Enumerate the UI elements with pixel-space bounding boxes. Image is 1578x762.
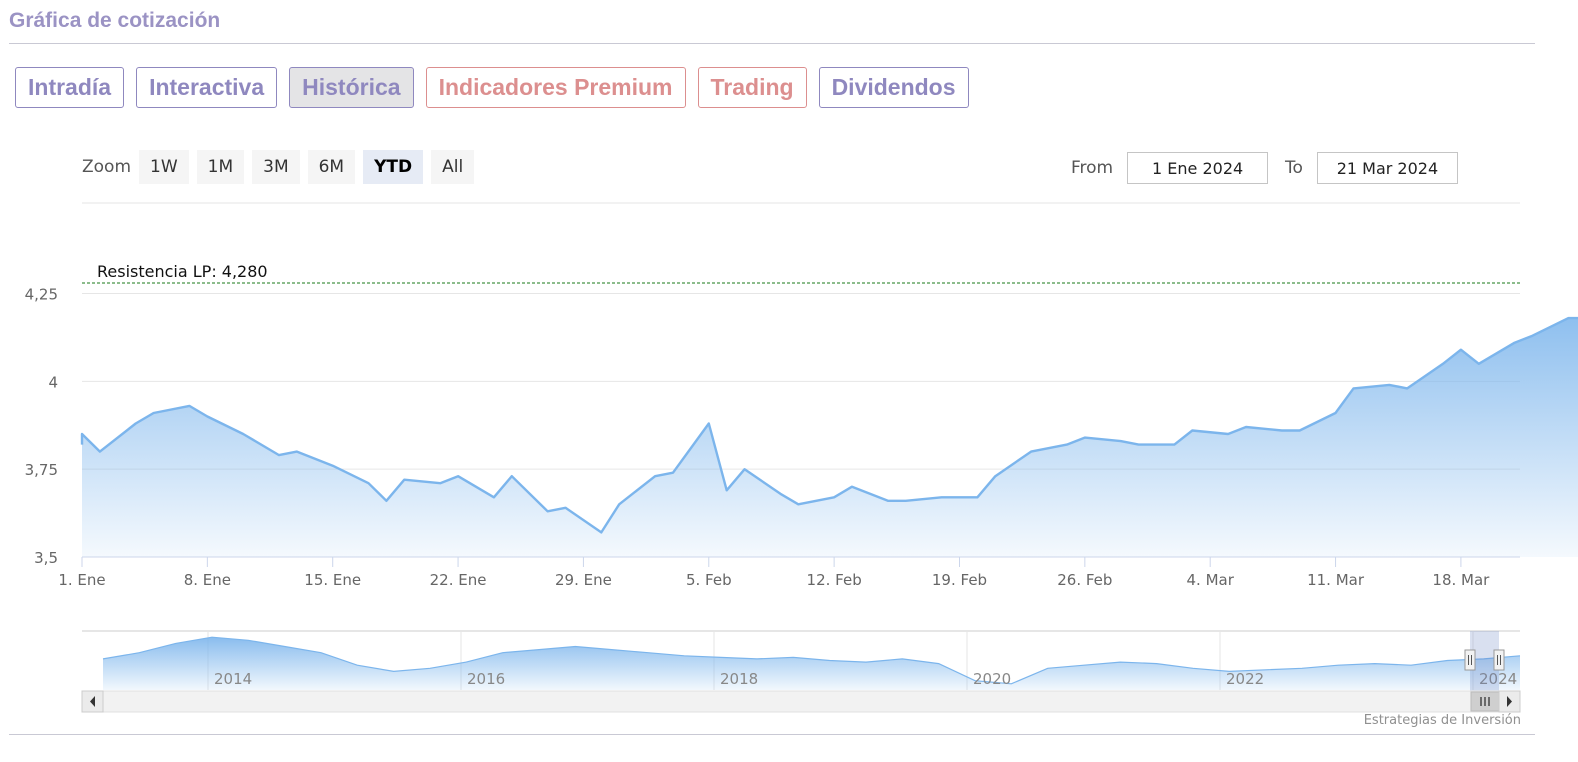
page-title: Gráfica de cotización xyxy=(9,9,221,32)
tab-trading[interactable]: Trading xyxy=(697,67,807,108)
footer-divider xyxy=(9,734,1535,735)
y-tick-label: 4 xyxy=(48,373,58,391)
navigator-selection xyxy=(1470,631,1499,691)
x-tick-label: 29. Ene xyxy=(555,571,612,589)
x-tick-label: 12. Feb xyxy=(807,571,862,589)
x-tick-label: 15. Ene xyxy=(304,571,361,589)
scrollbar-track xyxy=(81,690,1521,713)
chart-tabs: Intradía Interactiva Histórica Indicadores … xyxy=(15,67,969,108)
series-line xyxy=(80,316,1578,534)
range-to-label: To xyxy=(1285,158,1303,178)
navigator-year-label: 2016 xyxy=(467,670,505,688)
range-to: To xyxy=(1285,152,1458,184)
range-from-label: From xyxy=(1071,158,1114,178)
range-from: From xyxy=(1071,152,1269,184)
navigator-line xyxy=(102,636,1521,685)
x-tick-label: 22. Ene xyxy=(430,571,487,589)
tab-dividendos[interactable]: Dividendos xyxy=(818,67,969,108)
tab-indicadores-premium[interactable]: Indicadores Premium xyxy=(425,67,686,108)
zoom-label: Zoom xyxy=(82,157,132,177)
x-tick-label: 1. Ene xyxy=(58,571,105,589)
resistance-label: Resistencia LP: 4,280 xyxy=(97,262,268,281)
zoom-6m-button[interactable]: 6M xyxy=(307,150,356,184)
x-tick-label: 26. Feb xyxy=(1057,571,1112,589)
range-from-input[interactable] xyxy=(1127,152,1269,184)
zoom-1w-button[interactable]: 1W xyxy=(139,150,189,184)
series-area xyxy=(82,318,1578,557)
chevron-left-icon xyxy=(90,696,95,707)
navigator-year-label: 2022 xyxy=(1226,670,1264,688)
x-tick-label: 11. Mar xyxy=(1307,571,1365,589)
title-divider xyxy=(9,43,1535,44)
navigator-year-label: 2020 xyxy=(973,670,1011,688)
scrollbar-right-button xyxy=(1498,690,1521,713)
tab-histórica[interactable]: Histórica xyxy=(289,67,414,108)
tab-intradía[interactable]: Intradía xyxy=(15,67,125,108)
navigator-year-label: 2024 xyxy=(1479,670,1517,688)
y-tick-label: 4,25 xyxy=(25,286,58,304)
scrollbar-thumb xyxy=(1470,691,1500,712)
navigator-area xyxy=(103,637,1520,690)
credit-link[interactable]: Estrategias de Inversión xyxy=(1363,713,1521,728)
scrollbar-left-button xyxy=(81,690,104,713)
y-tick-label: 3,75 xyxy=(25,461,58,479)
x-tick-label: 5. Feb xyxy=(686,571,732,589)
zoom-1m-button[interactable]: 1M xyxy=(196,150,245,184)
navigator-handle xyxy=(1464,649,1476,671)
x-tick-label: 8. Ene xyxy=(184,571,231,589)
zoom-3m-button[interactable]: 3M xyxy=(252,150,300,184)
y-tick-label: 3,5 xyxy=(34,549,58,567)
zoom-all-button[interactable]: All xyxy=(431,150,475,184)
tab-interactiva[interactable]: Interactiva xyxy=(136,67,278,108)
chevron-right-icon xyxy=(1507,696,1512,707)
range-to-input[interactable] xyxy=(1316,152,1458,184)
x-tick-label: 19. Feb xyxy=(932,571,987,589)
x-tick-label: 4. Mar xyxy=(1186,571,1234,589)
zoom-bar: Zoom 1W 1M 3M 6M YTD All xyxy=(82,150,482,184)
navigator-handle xyxy=(1493,649,1505,671)
navigator-year-label: 2018 xyxy=(720,670,758,688)
x-tick-label: 18. Mar xyxy=(1432,571,1490,589)
zoom-ytd-button[interactable]: YTD xyxy=(363,150,424,184)
navigator-year-label: 2014 xyxy=(214,670,252,688)
